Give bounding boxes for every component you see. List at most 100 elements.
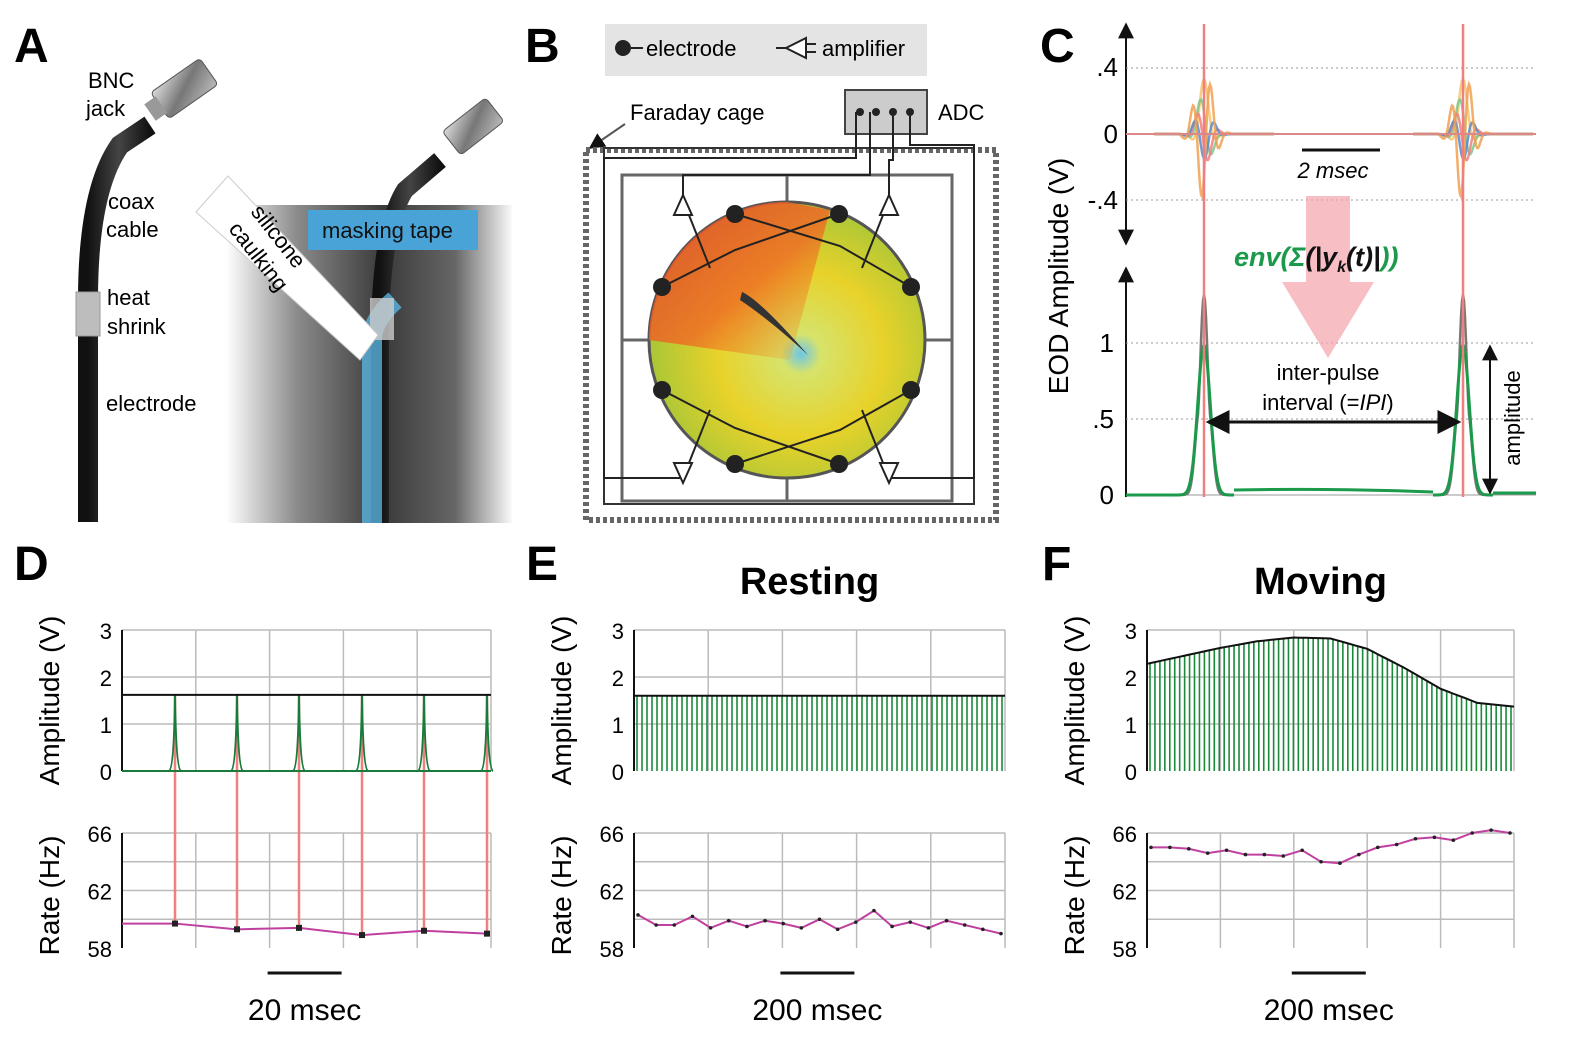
label-adc: ADC xyxy=(938,100,985,125)
scalebar-label: 20 msec xyxy=(248,994,361,1027)
ipi-label-2a: interval (= xyxy=(1262,390,1359,415)
rate-point xyxy=(854,920,858,924)
label-jack: jack xyxy=(85,96,126,121)
rate-tick-label: 62 xyxy=(600,880,624,905)
svg-text:BNC jack coax: BNC jack coax cable heat shrink electrod… xyxy=(85,68,197,416)
amp-ylabel: Amplitude (V) xyxy=(1059,616,1090,786)
rate-point xyxy=(484,930,490,937)
ipi-label-2c: ) xyxy=(1386,390,1393,415)
rate-point xyxy=(1186,847,1191,851)
amp-ylabel: Amplitude (V) xyxy=(34,616,65,786)
amp-envelope xyxy=(1146,636,1515,708)
svg-text:env(Σ(|yk(t)|)): env(Σ(|yk(t)|)) xyxy=(1234,242,1398,276)
legend-amplifier: amplifier xyxy=(822,36,905,61)
rate-point xyxy=(908,920,913,924)
amp-tick-label: 0 xyxy=(612,760,624,785)
rate-tick-label: 58 xyxy=(1113,937,1137,962)
panel-letter-a: A xyxy=(14,20,49,73)
panel-letter-e: E xyxy=(526,538,558,591)
label-shrink: shrink xyxy=(107,314,167,339)
env-open: (| xyxy=(1305,242,1322,272)
amplifier-icons xyxy=(672,192,900,486)
rate-point xyxy=(636,913,640,917)
rate-point xyxy=(708,926,713,930)
c-tick-top-0: .4 xyxy=(1096,52,1118,82)
rate-point xyxy=(1243,852,1248,857)
label-bnc: BNC xyxy=(88,68,135,93)
rate-point xyxy=(1451,838,1456,842)
svg-text:interval (=IPI): interval (=IPI) xyxy=(1262,390,1393,415)
rate-point xyxy=(781,921,785,926)
rate-point xyxy=(835,927,840,932)
amp-tick-label: 1 xyxy=(612,713,624,738)
rate-point xyxy=(981,927,985,932)
c-tick-top-1: 0 xyxy=(1104,119,1118,149)
label-masking-tape: masking tape xyxy=(322,218,453,243)
scalebar-label: 200 msec xyxy=(752,994,882,1027)
rate-point xyxy=(1319,859,1323,864)
amp-tick-label: 2 xyxy=(612,666,624,691)
env-close: )) xyxy=(1378,242,1399,272)
rate-point xyxy=(944,918,949,923)
c-tick-bot-2: 0 xyxy=(1100,480,1114,510)
rate-point xyxy=(421,927,427,934)
amp-tick-label: 0 xyxy=(100,760,112,785)
amplitude-label: amplitude xyxy=(1500,370,1525,465)
amp-tick-label: 3 xyxy=(1125,619,1137,644)
rate-point xyxy=(926,926,931,930)
rate-point xyxy=(726,918,731,923)
panel-c: C EOD Amplitude (V) .4 0 -.4 1 .5 0 2 ms… xyxy=(1040,20,1536,510)
rate-point xyxy=(763,918,767,923)
rate-ylabel: Rate (Hz) xyxy=(1059,836,1090,956)
rate-point xyxy=(962,923,967,927)
rate-tick-label: 62 xyxy=(88,880,112,905)
amp-tick-label: 3 xyxy=(612,619,624,644)
c-scalebar-label: 2 msec xyxy=(1297,158,1369,183)
rate-point xyxy=(1224,848,1229,853)
rate-point xyxy=(1394,842,1399,847)
rate-point xyxy=(654,923,658,927)
amp-tick-label: 2 xyxy=(1125,666,1137,691)
c-ylabel: EOD Amplitude (V) xyxy=(1043,158,1074,395)
rate-point xyxy=(1205,851,1210,855)
rate-point xyxy=(799,926,804,930)
rate-point xyxy=(1149,845,1153,850)
rate-point xyxy=(999,931,1003,936)
rate-point xyxy=(745,924,749,929)
amp-tick-label: 1 xyxy=(1125,713,1137,738)
panel-d: D 3 2 1 0 66 62 58 Amplitude (V) Rate (Hz) 20 msec xyxy=(14,538,494,1027)
rate-tick-label: 66 xyxy=(600,822,624,847)
panel-title-e: Resting xyxy=(740,561,879,603)
env-k: k xyxy=(1337,259,1347,276)
env-t: (t)| xyxy=(1346,242,1381,272)
ipi-label-2b: IPI xyxy=(1359,390,1386,415)
env-y: y xyxy=(1320,242,1339,272)
masking-tape-illustration xyxy=(308,210,478,250)
label-coax: coax xyxy=(108,189,154,214)
env-prefix: env( xyxy=(1234,242,1293,272)
rate-point xyxy=(172,920,178,927)
amplifier-legend-icon xyxy=(776,36,816,60)
label-electrode: electrode xyxy=(106,391,197,416)
transform-arrow xyxy=(1282,196,1374,358)
panel-letter-c: C xyxy=(1040,20,1075,73)
rate-point xyxy=(1432,835,1437,840)
rate-ylabel: Rate (Hz) xyxy=(34,836,65,956)
rate-point xyxy=(1489,828,1493,832)
amp-ylabel: Amplitude (V) xyxy=(546,616,577,786)
legend-box xyxy=(605,24,927,76)
rate-point xyxy=(1168,845,1172,850)
rate-point xyxy=(890,924,894,929)
panel-letter-b: B xyxy=(525,20,560,73)
bnc-jack-illustration xyxy=(144,59,218,121)
panel-b: B electrode amplifier Faraday cage ADC xyxy=(525,20,999,523)
rate-point xyxy=(234,926,240,933)
panel-title-f: Moving xyxy=(1254,561,1387,603)
rate-point xyxy=(1357,852,1361,857)
env-sigma: Σ xyxy=(1289,242,1307,272)
rate-tick-label: 58 xyxy=(88,937,112,962)
electrode-legend-icon xyxy=(615,40,631,56)
heat-shrink-illustration xyxy=(75,291,101,337)
rate-point xyxy=(1508,831,1512,835)
